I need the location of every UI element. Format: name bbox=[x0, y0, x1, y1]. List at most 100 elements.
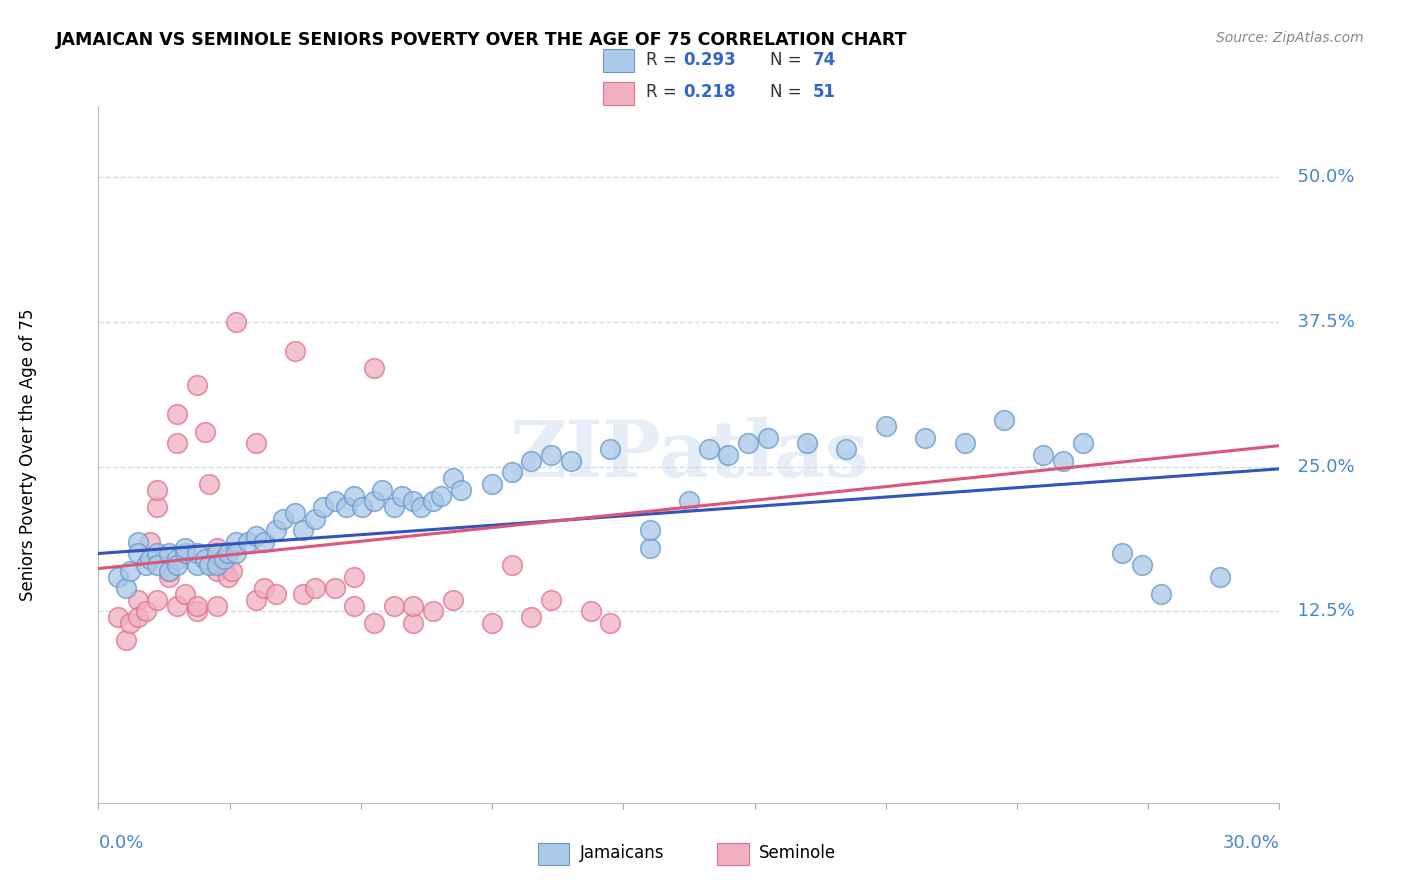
Point bbox=[197, 558, 219, 573]
Point bbox=[697, 442, 720, 457]
Point bbox=[481, 615, 503, 630]
Point bbox=[560, 453, 582, 467]
Point bbox=[1032, 448, 1054, 462]
FancyBboxPatch shape bbox=[603, 81, 634, 104]
Point bbox=[225, 315, 247, 329]
Text: Seminole: Seminole bbox=[759, 844, 837, 862]
Point bbox=[174, 587, 197, 601]
Point bbox=[352, 500, 374, 514]
Point bbox=[245, 436, 267, 450]
Point bbox=[135, 558, 157, 573]
Text: Seniors Poverty Over the Age of 75: Seniors Poverty Over the Age of 75 bbox=[20, 309, 37, 601]
Point bbox=[402, 494, 425, 508]
Point bbox=[284, 506, 307, 520]
Point bbox=[146, 483, 169, 497]
Point bbox=[450, 483, 472, 497]
Point bbox=[579, 605, 602, 619]
Point bbox=[186, 599, 208, 613]
Point bbox=[194, 425, 217, 439]
Point bbox=[678, 494, 700, 508]
Point bbox=[273, 512, 295, 526]
Point bbox=[138, 552, 160, 566]
Point bbox=[599, 442, 621, 457]
Point bbox=[323, 494, 346, 508]
Point bbox=[391, 489, 413, 503]
Text: Source: ZipAtlas.com: Source: ZipAtlas.com bbox=[1216, 31, 1364, 45]
Point bbox=[197, 476, 219, 491]
Point bbox=[323, 582, 346, 596]
Text: 50.0%: 50.0% bbox=[1286, 168, 1355, 186]
Point bbox=[343, 489, 366, 503]
Point bbox=[343, 599, 366, 613]
Point bbox=[146, 546, 169, 561]
Point bbox=[205, 558, 228, 573]
Point bbox=[157, 570, 180, 584]
Point bbox=[253, 582, 276, 596]
FancyBboxPatch shape bbox=[537, 843, 569, 864]
Point bbox=[284, 343, 307, 358]
FancyBboxPatch shape bbox=[603, 49, 634, 72]
Point bbox=[146, 558, 169, 573]
Point bbox=[540, 592, 562, 607]
Point bbox=[1052, 453, 1074, 467]
Point bbox=[335, 500, 357, 514]
Point bbox=[245, 592, 267, 607]
Text: 74: 74 bbox=[813, 52, 837, 70]
Point bbox=[135, 605, 157, 619]
Point bbox=[115, 633, 138, 648]
Point bbox=[441, 592, 464, 607]
Point bbox=[217, 546, 239, 561]
Text: 25.0%: 25.0% bbox=[1286, 458, 1355, 475]
Text: 0.293: 0.293 bbox=[683, 52, 737, 70]
Text: 30.0%: 30.0% bbox=[1223, 834, 1279, 852]
Point bbox=[599, 615, 621, 630]
Point bbox=[914, 431, 936, 445]
Point bbox=[253, 534, 276, 549]
Point bbox=[264, 587, 287, 601]
Point bbox=[157, 564, 180, 578]
Point bbox=[225, 534, 247, 549]
Point bbox=[540, 448, 562, 462]
Point bbox=[138, 534, 160, 549]
Point bbox=[115, 582, 138, 596]
Point bbox=[107, 610, 129, 624]
Point bbox=[166, 436, 188, 450]
Point bbox=[304, 582, 326, 596]
Text: JAMAICAN VS SEMINOLE SENIORS POVERTY OVER THE AGE OF 75 CORRELATION CHART: JAMAICAN VS SEMINOLE SENIORS POVERTY OVE… bbox=[56, 31, 908, 49]
Point bbox=[146, 592, 169, 607]
Point bbox=[430, 489, 453, 503]
Text: 37.5%: 37.5% bbox=[1286, 312, 1355, 331]
Point bbox=[127, 534, 149, 549]
Point bbox=[292, 523, 315, 537]
Point bbox=[875, 419, 897, 434]
Point bbox=[312, 500, 335, 514]
Point bbox=[1150, 587, 1173, 601]
Point bbox=[1111, 546, 1133, 561]
Point bbox=[166, 407, 188, 422]
Point bbox=[953, 436, 976, 450]
Point bbox=[118, 615, 141, 630]
Point bbox=[166, 552, 188, 566]
Point bbox=[127, 546, 149, 561]
Point bbox=[796, 436, 818, 450]
Point bbox=[993, 413, 1015, 427]
Point bbox=[186, 546, 208, 561]
Point bbox=[186, 558, 208, 573]
Point bbox=[292, 587, 315, 601]
Point bbox=[107, 570, 129, 584]
Point bbox=[1071, 436, 1094, 450]
Point bbox=[127, 610, 149, 624]
Point bbox=[343, 570, 366, 584]
Text: N =: N = bbox=[770, 52, 807, 70]
Point bbox=[422, 605, 444, 619]
Point bbox=[166, 599, 188, 613]
Point bbox=[737, 436, 759, 450]
Point bbox=[363, 615, 385, 630]
Point bbox=[236, 534, 259, 549]
Point bbox=[638, 523, 661, 537]
Text: 51: 51 bbox=[813, 83, 837, 102]
Point bbox=[194, 552, 217, 566]
Point bbox=[363, 361, 385, 376]
Point bbox=[127, 592, 149, 607]
Text: R =: R = bbox=[647, 52, 682, 70]
